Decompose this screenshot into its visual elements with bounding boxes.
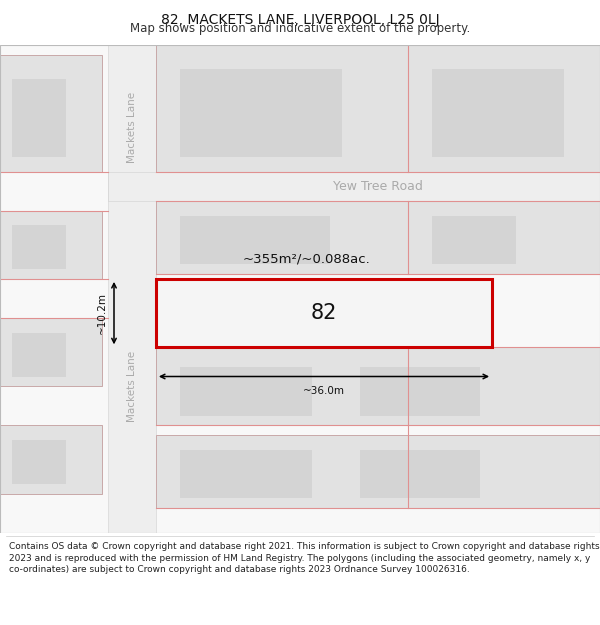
Bar <box>0 55 102 172</box>
Text: Mackets Lane: Mackets Lane <box>127 351 137 422</box>
Bar <box>156 45 600 172</box>
Bar <box>180 449 312 498</box>
Text: 82: 82 <box>311 303 337 323</box>
Bar <box>12 332 66 376</box>
Bar <box>0 318 102 386</box>
Bar <box>360 449 480 498</box>
Text: Yew Tree Road: Yew Tree Road <box>333 180 423 193</box>
Bar <box>180 69 342 157</box>
Text: ~36.0m: ~36.0m <box>303 386 345 396</box>
Bar <box>0 425 102 494</box>
Bar <box>108 45 156 532</box>
Bar <box>12 440 66 484</box>
Bar <box>180 216 330 264</box>
Text: ~10.2m: ~10.2m <box>97 292 107 334</box>
Bar <box>432 69 564 157</box>
Text: Map shows position and indicative extent of the property.: Map shows position and indicative extent… <box>130 22 470 35</box>
Bar <box>156 279 492 348</box>
Text: Mackets Lane: Mackets Lane <box>127 92 137 163</box>
Bar <box>432 216 516 264</box>
Bar <box>156 435 600 508</box>
Bar <box>108 172 600 201</box>
Bar <box>0 211 102 279</box>
Bar <box>12 226 66 269</box>
Bar <box>360 367 480 416</box>
Text: ~355m²/~0.088ac.: ~355m²/~0.088ac. <box>242 253 370 266</box>
Bar <box>180 367 312 416</box>
Bar <box>156 201 600 274</box>
Text: Contains OS data © Crown copyright and database right 2021. This information is : Contains OS data © Crown copyright and d… <box>9 542 599 574</box>
Text: 82, MACKETS LANE, LIVERPOOL, L25 0LJ: 82, MACKETS LANE, LIVERPOOL, L25 0LJ <box>161 12 439 27</box>
Bar <box>156 348 600 425</box>
Bar <box>12 79 66 157</box>
